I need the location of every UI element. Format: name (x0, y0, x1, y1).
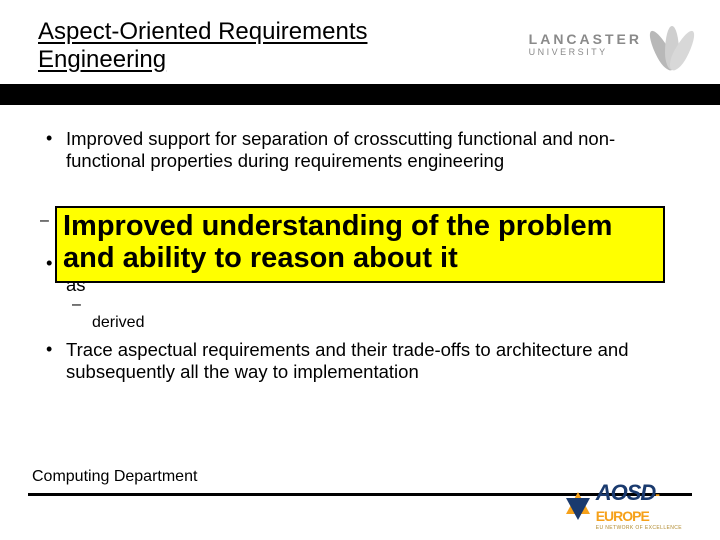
lancaster-logo-icon (650, 18, 694, 70)
slide: Aspect-Oriented Requirements Engineering… (0, 0, 720, 540)
lancaster-logo: LANCASTER UNIVERSITY (529, 18, 694, 70)
highlight-text: Improved understanding of the problem an… (63, 210, 657, 275)
title-line-1: Aspect-Oriented Requirements (38, 18, 367, 45)
derived-text: derived (38, 314, 682, 333)
highlight-callout: Improved understanding of the problem an… (55, 206, 665, 283)
lower-content: derived Trace aspectual requirements and… (38, 314, 682, 389)
lancaster-sub: UNIVERSITY (529, 47, 642, 57)
sub-bullet-dash: – (40, 212, 49, 230)
bullet-1: Improved support for separation of cross… (38, 128, 682, 172)
footer-department: Computing Department (32, 468, 197, 486)
aosd-logo: AOSD-EUROPE EU NETWORK OF EXCELLENCE (558, 480, 688, 532)
lancaster-logo-text: LANCASTER UNIVERSITY (529, 31, 642, 57)
aosd-text: AOSD-EUROPE EU NETWORK OF EXCELLENCE (596, 482, 688, 531)
title-line-2: Engineering (38, 46, 166, 73)
aosd-name: AOSD (596, 480, 656, 505)
header-divider (0, 84, 720, 105)
content-area: Improved support for separation of cross… (38, 128, 682, 178)
aosd-main-text: AOSD-EUROPE (596, 482, 688, 526)
bullet-3: Trace aspectual requirements and their t… (38, 339, 682, 383)
aosd-subtitle: EU NETWORK OF EXCELLENCE (596, 526, 688, 531)
header: Aspect-Oriented Requirements Engineering… (0, 0, 720, 73)
lancaster-name: LANCASTER (529, 31, 642, 47)
aosd-star-icon (558, 486, 590, 526)
